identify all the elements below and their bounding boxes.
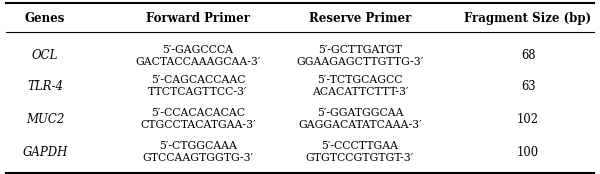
Text: 68: 68 — [521, 49, 535, 62]
Text: CTGCCTACATGAA-3′: CTGCCTACATGAA-3′ — [140, 120, 256, 130]
Text: 5′-GGATGGCAA: 5′-GGATGGCAA — [317, 108, 403, 118]
Text: ACACATTCTTT-3′: ACACATTCTTT-3′ — [312, 87, 408, 97]
Text: 5′-CCCTTGAA: 5′-CCCTTGAA — [322, 141, 398, 151]
Text: OCL: OCL — [32, 49, 58, 62]
Text: TTCTCAGTTCC-3′: TTCTCAGTTCC-3′ — [148, 87, 248, 97]
Text: 5′-GAGCCCA: 5′-GAGCCCA — [163, 45, 233, 55]
Text: Genes: Genes — [25, 12, 65, 25]
Text: 5′-CCACACACAC: 5′-CCACACACAC — [151, 108, 245, 118]
Text: MUC2: MUC2 — [26, 113, 64, 126]
Text: GTCCAAGTGGTG-3′: GTCCAAGTGGTG-3′ — [142, 153, 254, 163]
Text: GACTACCAAAGCAA-3′: GACTACCAAAGCAA-3′ — [136, 57, 260, 67]
Text: GGAAGAGCTTGTTG-3′: GGAAGAGCTTGTTG-3′ — [296, 57, 424, 67]
Text: Reserve Primer: Reserve Primer — [309, 12, 411, 25]
Text: 102: 102 — [517, 113, 539, 126]
Text: TLR-4: TLR-4 — [27, 80, 63, 93]
Text: GAGGACATATCAAA-3′: GAGGACATATCAAA-3′ — [298, 120, 422, 130]
Text: 100: 100 — [517, 146, 539, 159]
Text: 5′-TCTGCAGCC: 5′-TCTGCAGCC — [317, 75, 403, 85]
Text: 63: 63 — [521, 80, 535, 93]
Text: GTGTCCGTGTGT-3′: GTGTCCGTGTGT-3′ — [306, 153, 414, 163]
Text: Forward Primer: Forward Primer — [146, 12, 250, 25]
Text: 5′-GCTTGATGT: 5′-GCTTGATGT — [318, 45, 402, 55]
Text: 5′-CTGGCAAA: 5′-CTGGCAAA — [159, 141, 237, 151]
Text: Fragment Size (bp): Fragment Size (bp) — [464, 12, 592, 25]
Text: 5′-CAGCACCAAC: 5′-CAGCACCAAC — [151, 75, 245, 85]
Text: GAPDH: GAPDH — [22, 146, 68, 159]
